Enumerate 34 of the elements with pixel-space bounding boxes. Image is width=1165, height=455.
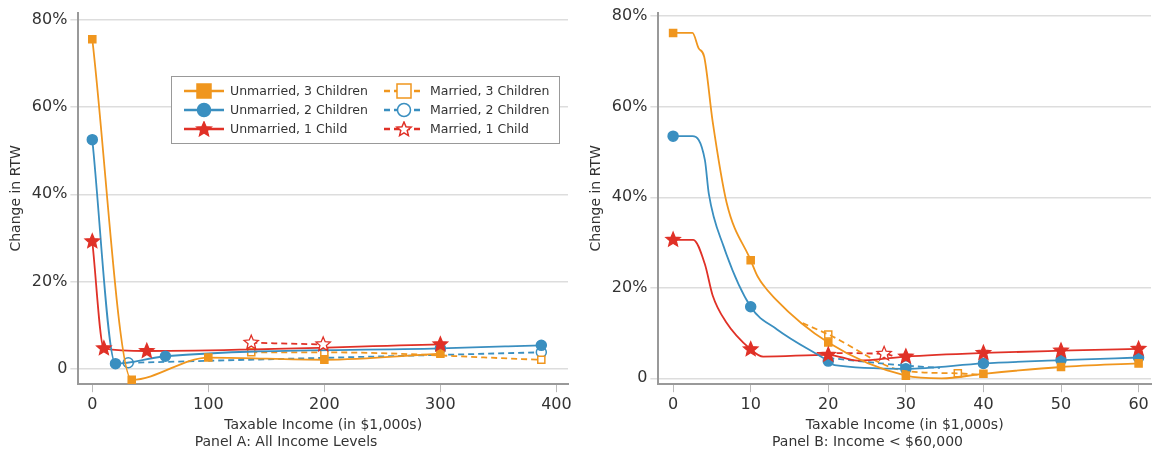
y-tick-label: 60%: [611, 95, 648, 115]
legend-label: Married, 3 Children: [429, 83, 550, 99]
x-axis-title: Taxable Income (in $1,000s): [223, 416, 423, 433]
y-tick-label: 20%: [611, 276, 648, 296]
legend-label: Married, 2 Children: [429, 102, 550, 118]
y-tick-label: 0: [637, 367, 648, 387]
x-tick-label: 60: [1128, 393, 1149, 413]
x-tick-label: 0: [668, 393, 679, 413]
x-tick-label: 20: [818, 393, 839, 413]
x-tick-label: 30: [895, 393, 917, 413]
legend-label: Unmarried, 1 Child: [230, 121, 348, 137]
y-tick-label: 60%: [31, 96, 68, 116]
text: Panel B: Income < $60,000: [771, 433, 964, 450]
x-tick-label: 400: [541, 393, 572, 413]
y-tick-label: 20%: [31, 270, 68, 290]
y-tick-label: 40%: [31, 183, 68, 203]
x-tick-label: 0: [87, 393, 98, 413]
y-tick-label: 0: [57, 358, 68, 378]
legend-label: Unmarried, 3 Children: [230, 83, 368, 99]
x-tick-label: 40: [973, 393, 994, 413]
x-tick-label: 10: [740, 393, 761, 413]
x-tick-label: 100: [193, 393, 224, 413]
y-tick-label: 80%: [611, 5, 648, 25]
legend-label: Unmarried, 2 Children: [230, 102, 368, 118]
y-tick-label: 40%: [611, 186, 648, 206]
x-tick-label: 50: [1050, 393, 1072, 413]
x-tick-label: 300: [425, 393, 456, 413]
y-axis-title: Change in RTW: [587, 145, 604, 252]
text: Panel A: All Income Levels: [194, 433, 378, 450]
legend-label: Married, 1 Child: [429, 121, 529, 137]
y-axis-title: Change in RTW: [7, 145, 24, 252]
y-tick-label: 80%: [31, 8, 68, 28]
x-tick-label: 200: [309, 393, 340, 413]
x-axis-title: Taxable Income (in $1,000s): [804, 416, 1004, 433]
